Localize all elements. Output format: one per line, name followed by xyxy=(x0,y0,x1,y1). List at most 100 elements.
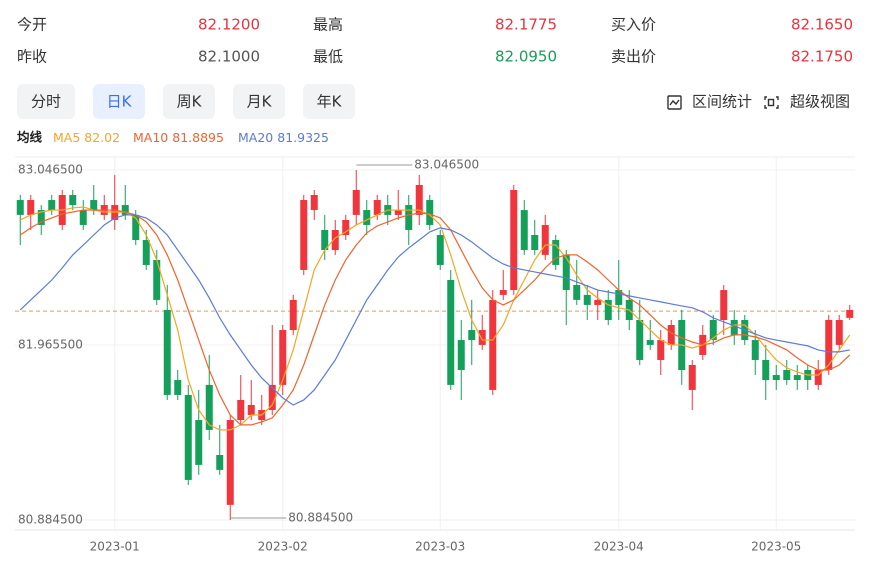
high-label: 83.046500 xyxy=(414,158,479,172)
info-label: 昨收 xyxy=(17,48,47,66)
info-value: 82.1775 xyxy=(495,16,557,34)
legend-name: MA10 xyxy=(133,130,168,145)
tab-label[interactable]: 周K xyxy=(177,93,203,111)
candle-body xyxy=(237,399,245,421)
x-tick-label: 2023-05 xyxy=(751,540,801,554)
candle-body xyxy=(646,340,654,345)
candle-body xyxy=(48,200,56,211)
legend-value: 81.9325 xyxy=(277,130,329,145)
candle-body xyxy=(457,340,465,371)
candle-body xyxy=(793,375,801,381)
candle-body xyxy=(373,200,381,215)
candle-body xyxy=(352,189,360,215)
candle-body xyxy=(90,200,98,211)
candle-body xyxy=(426,200,434,225)
legend-name: MA5 xyxy=(53,130,80,145)
candle-body xyxy=(657,340,665,360)
y-tick-label: 81.965500 xyxy=(18,338,83,352)
candle-body xyxy=(16,200,24,215)
candle-body xyxy=(531,234,539,251)
legend-entry: MA10 81.8895 xyxy=(133,130,224,145)
x-tick-label: 2023-03 xyxy=(415,540,465,554)
candle-body xyxy=(405,205,413,230)
candle-body xyxy=(814,370,822,385)
legend-name: MA20 xyxy=(238,130,273,145)
candle-body xyxy=(447,280,455,385)
tab-label[interactable]: 分时 xyxy=(31,93,61,111)
legend-title: 均线 xyxy=(17,130,43,145)
candle-body xyxy=(226,420,234,505)
candle-body xyxy=(835,319,843,345)
info-value: 82.1200 xyxy=(198,16,260,34)
candle-body xyxy=(174,380,182,395)
tool-icon xyxy=(667,95,779,110)
info-label: 买入价 xyxy=(611,16,656,34)
candle-body xyxy=(772,375,780,381)
info-value: 82.1650 xyxy=(791,16,853,34)
ma-line xyxy=(19,209,851,426)
candle-body xyxy=(153,259,161,300)
candle-body xyxy=(615,290,623,305)
tab-label[interactable]: 年K xyxy=(317,93,343,111)
legend-value: 82.02 xyxy=(84,130,120,145)
tool-button[interactable]: 超级视图 xyxy=(790,93,850,111)
candle-body xyxy=(289,299,297,331)
candle-body xyxy=(499,290,507,295)
tab-button[interactable] xyxy=(17,84,75,119)
candle-body xyxy=(163,309,171,395)
candle-body xyxy=(310,195,318,211)
info-value: 82.1000 xyxy=(198,48,260,66)
candle-body xyxy=(331,229,339,251)
candle-body xyxy=(300,200,308,270)
tab-label[interactable]: 日K xyxy=(107,93,133,111)
candle-body xyxy=(751,340,759,360)
info-label: 最高 xyxy=(313,16,343,34)
candle-body xyxy=(594,299,602,305)
info-label: 卖出价 xyxy=(611,48,656,66)
candle-body xyxy=(510,189,518,291)
candle-body xyxy=(205,384,213,430)
tab-button[interactable] xyxy=(233,84,285,119)
candle-body xyxy=(121,205,129,215)
candle-body xyxy=(321,229,329,251)
candle-body xyxy=(216,455,224,470)
candle-body xyxy=(468,330,476,341)
low-label: 80.884500 xyxy=(288,511,353,525)
tab-button[interactable] xyxy=(303,84,355,119)
candle-body xyxy=(247,404,255,416)
candle-body xyxy=(436,234,444,265)
candle-body xyxy=(415,184,423,215)
candle-body xyxy=(342,219,350,235)
tab-button[interactable] xyxy=(163,84,215,119)
candle-body xyxy=(142,240,150,265)
candle-body xyxy=(489,299,497,390)
candle-body xyxy=(720,290,728,320)
candle-body xyxy=(688,364,696,390)
candle-body xyxy=(573,285,581,300)
candle-body xyxy=(520,210,528,251)
ma-line xyxy=(19,214,850,406)
candle-body xyxy=(709,319,717,341)
candle-body xyxy=(730,319,738,335)
candle-body xyxy=(279,330,287,385)
candle-body xyxy=(783,370,791,381)
candle-body xyxy=(69,195,77,206)
candle-body xyxy=(562,254,570,291)
legend-value: 81.8895 xyxy=(172,130,224,145)
candle-body xyxy=(132,214,140,241)
y-tick-label: 83.046500 xyxy=(18,163,83,177)
info-value: 82.0950 xyxy=(495,48,557,66)
y-tick-label: 80.884500 xyxy=(18,513,83,527)
tab-label[interactable]: 月K xyxy=(247,93,273,111)
x-tick-label: 2023-04 xyxy=(594,540,644,554)
tool-button[interactable]: 区间统计 xyxy=(692,93,752,111)
candle-body xyxy=(604,299,612,320)
candle-body xyxy=(363,210,371,225)
candle-body xyxy=(667,325,675,345)
candle-body xyxy=(37,210,45,225)
candle-body xyxy=(394,210,402,215)
candle-body xyxy=(268,384,276,410)
legend-entry: MA20 81.9325 xyxy=(238,130,329,145)
tab-button[interactable] xyxy=(93,84,145,119)
